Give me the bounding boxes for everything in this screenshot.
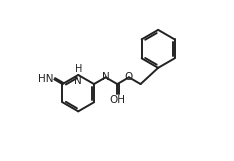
Text: N: N xyxy=(102,72,110,82)
Text: N: N xyxy=(74,76,82,86)
Text: H: H xyxy=(75,64,82,74)
Text: O: O xyxy=(125,72,133,82)
Text: OH: OH xyxy=(109,95,125,105)
Text: HN: HN xyxy=(38,74,54,84)
